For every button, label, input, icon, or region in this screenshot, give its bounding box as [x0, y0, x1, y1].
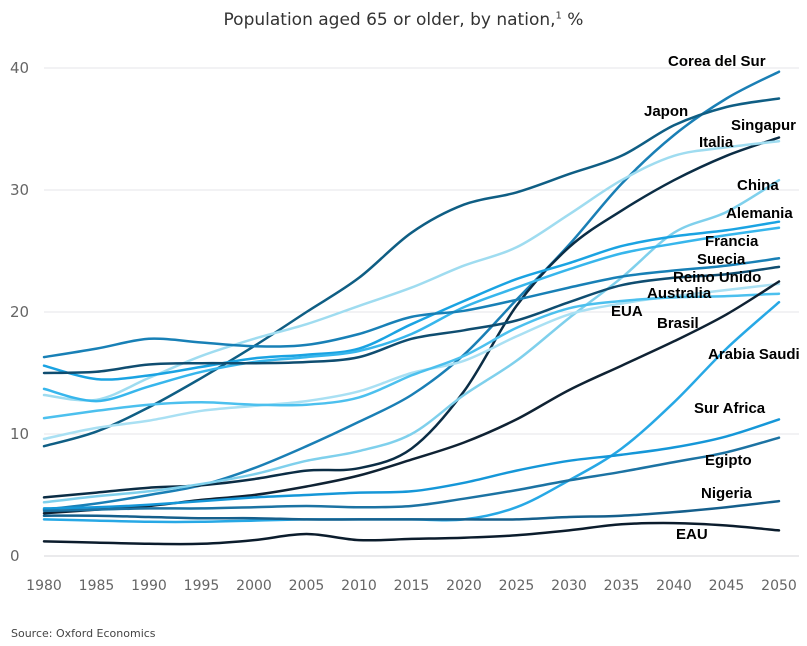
series-label-alemania: Alemania: [726, 205, 793, 222]
x-tick-label-2010: 2010: [341, 578, 377, 594]
series-line-francia: [42, 226, 781, 403]
x-tick-label-2045: 2045: [709, 578, 745, 594]
series-line-alemania: [42, 220, 781, 381]
series-line-japon: [42, 97, 781, 448]
series-label-nigeria: Nigeria: [701, 485, 753, 502]
gridlines: [44, 67, 799, 557]
series-line-suecia: [42, 257, 781, 359]
x-tick-label-2025: 2025: [499, 578, 535, 594]
series-label-china: China: [737, 177, 779, 194]
series-label-italia: Italia: [699, 134, 734, 151]
series-label-reino-unido: Reino Unido: [673, 269, 761, 286]
y-tick-label-40: 40: [10, 59, 29, 77]
series-line-singapur: [42, 136, 781, 499]
y-tick-label-0: 0: [10, 547, 20, 565]
series-label-eua: EUA: [611, 303, 643, 320]
series-line-eau: [42, 521, 781, 546]
series-line-corea-del-sur: [42, 70, 781, 511]
series-label-japon: Japon: [644, 103, 688, 120]
series-label-sur-africa: Sur Africa: [694, 400, 766, 417]
x-tick-label-2015: 2015: [394, 578, 430, 594]
series-line-reino-unido: [42, 265, 781, 375]
chart-title-text: Population aged 65 or older, by nation,: [223, 10, 556, 30]
chart-title-unit: %: [561, 10, 584, 30]
x-tick-label-2005: 2005: [289, 578, 325, 594]
series-label-australia: Australia: [647, 285, 712, 302]
x-tick-label-1980: 1980: [26, 578, 62, 594]
y-tick-label-20: 20: [10, 303, 29, 321]
y-tick-label-30: 30: [10, 181, 29, 199]
series-label-eau: EAU: [676, 526, 708, 543]
series-line-egipto: [42, 436, 781, 513]
source-note: Source: Oxford Economics: [11, 627, 156, 640]
series-line-australia: [42, 282, 781, 441]
series-line-eua: [42, 292, 781, 420]
series-label-egipto: Egipto: [705, 452, 752, 469]
series-line-china: [42, 178, 781, 504]
x-tick-label-1990: 1990: [131, 578, 167, 594]
x-tick-label-1995: 1995: [184, 578, 220, 594]
x-tick-label-2020: 2020: [446, 578, 482, 594]
series-line-italia: [42, 139, 781, 402]
x-tick-label-2000: 2000: [236, 578, 272, 594]
x-tick-label-2040: 2040: [656, 578, 692, 594]
series-label-corea-del-sur: Corea del Sur: [668, 53, 766, 70]
series-label-francia: Francia: [705, 233, 759, 250]
series-lines: [42, 70, 781, 546]
series-line-sur-africa: [42, 418, 781, 510]
y-tick-label-10: 10: [10, 425, 29, 443]
title-footnote-marker: 1: [555, 10, 562, 22]
x-tick-label-2050: 2050: [761, 578, 797, 594]
series-line-nigeria: [42, 499, 781, 521]
x-tick-label-1985: 1985: [79, 578, 115, 594]
series-label-singapur: Singapur: [731, 117, 796, 134]
x-tick-label-2030: 2030: [551, 578, 587, 594]
series-label-arabia-saudi: Arabia Saudi: [708, 346, 800, 363]
chart-title: Population aged 65 or older, by nation,1…: [0, 10, 807, 30]
x-tick-label-2035: 2035: [604, 578, 640, 594]
series-label-brasil: Brasil: [657, 315, 699, 332]
series-label-suecia: Suecia: [697, 251, 746, 268]
